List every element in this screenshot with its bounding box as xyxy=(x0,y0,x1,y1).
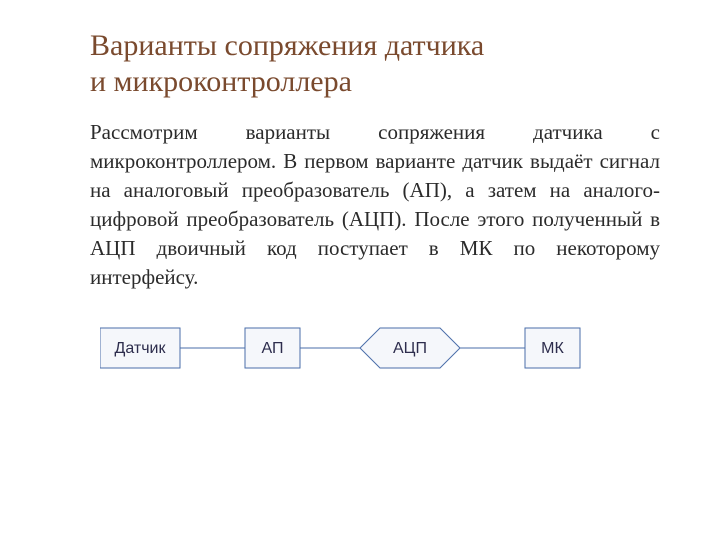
title-line-1: Варианты сопряжения датчика xyxy=(90,29,484,62)
body-paragraph: Рассмотрим варианты сопряжения датчика с… xyxy=(90,118,660,292)
diagram-svg: Датчик АП АЦП МК xyxy=(100,318,600,378)
slide-title: Варианты сопряжения датчика и микроконтр… xyxy=(90,28,660,100)
node-label-adc: АЦП xyxy=(393,340,427,357)
node-label-sensor: Датчик xyxy=(115,340,167,357)
node-label-ap: АП xyxy=(262,340,284,357)
slide: Варианты сопряжения датчика и микроконтр… xyxy=(0,0,720,540)
node-label-mk: МК xyxy=(541,340,564,357)
title-line-2: и микроконтроллера xyxy=(90,65,352,98)
flow-diagram: Датчик АП АЦП МК xyxy=(100,318,660,378)
